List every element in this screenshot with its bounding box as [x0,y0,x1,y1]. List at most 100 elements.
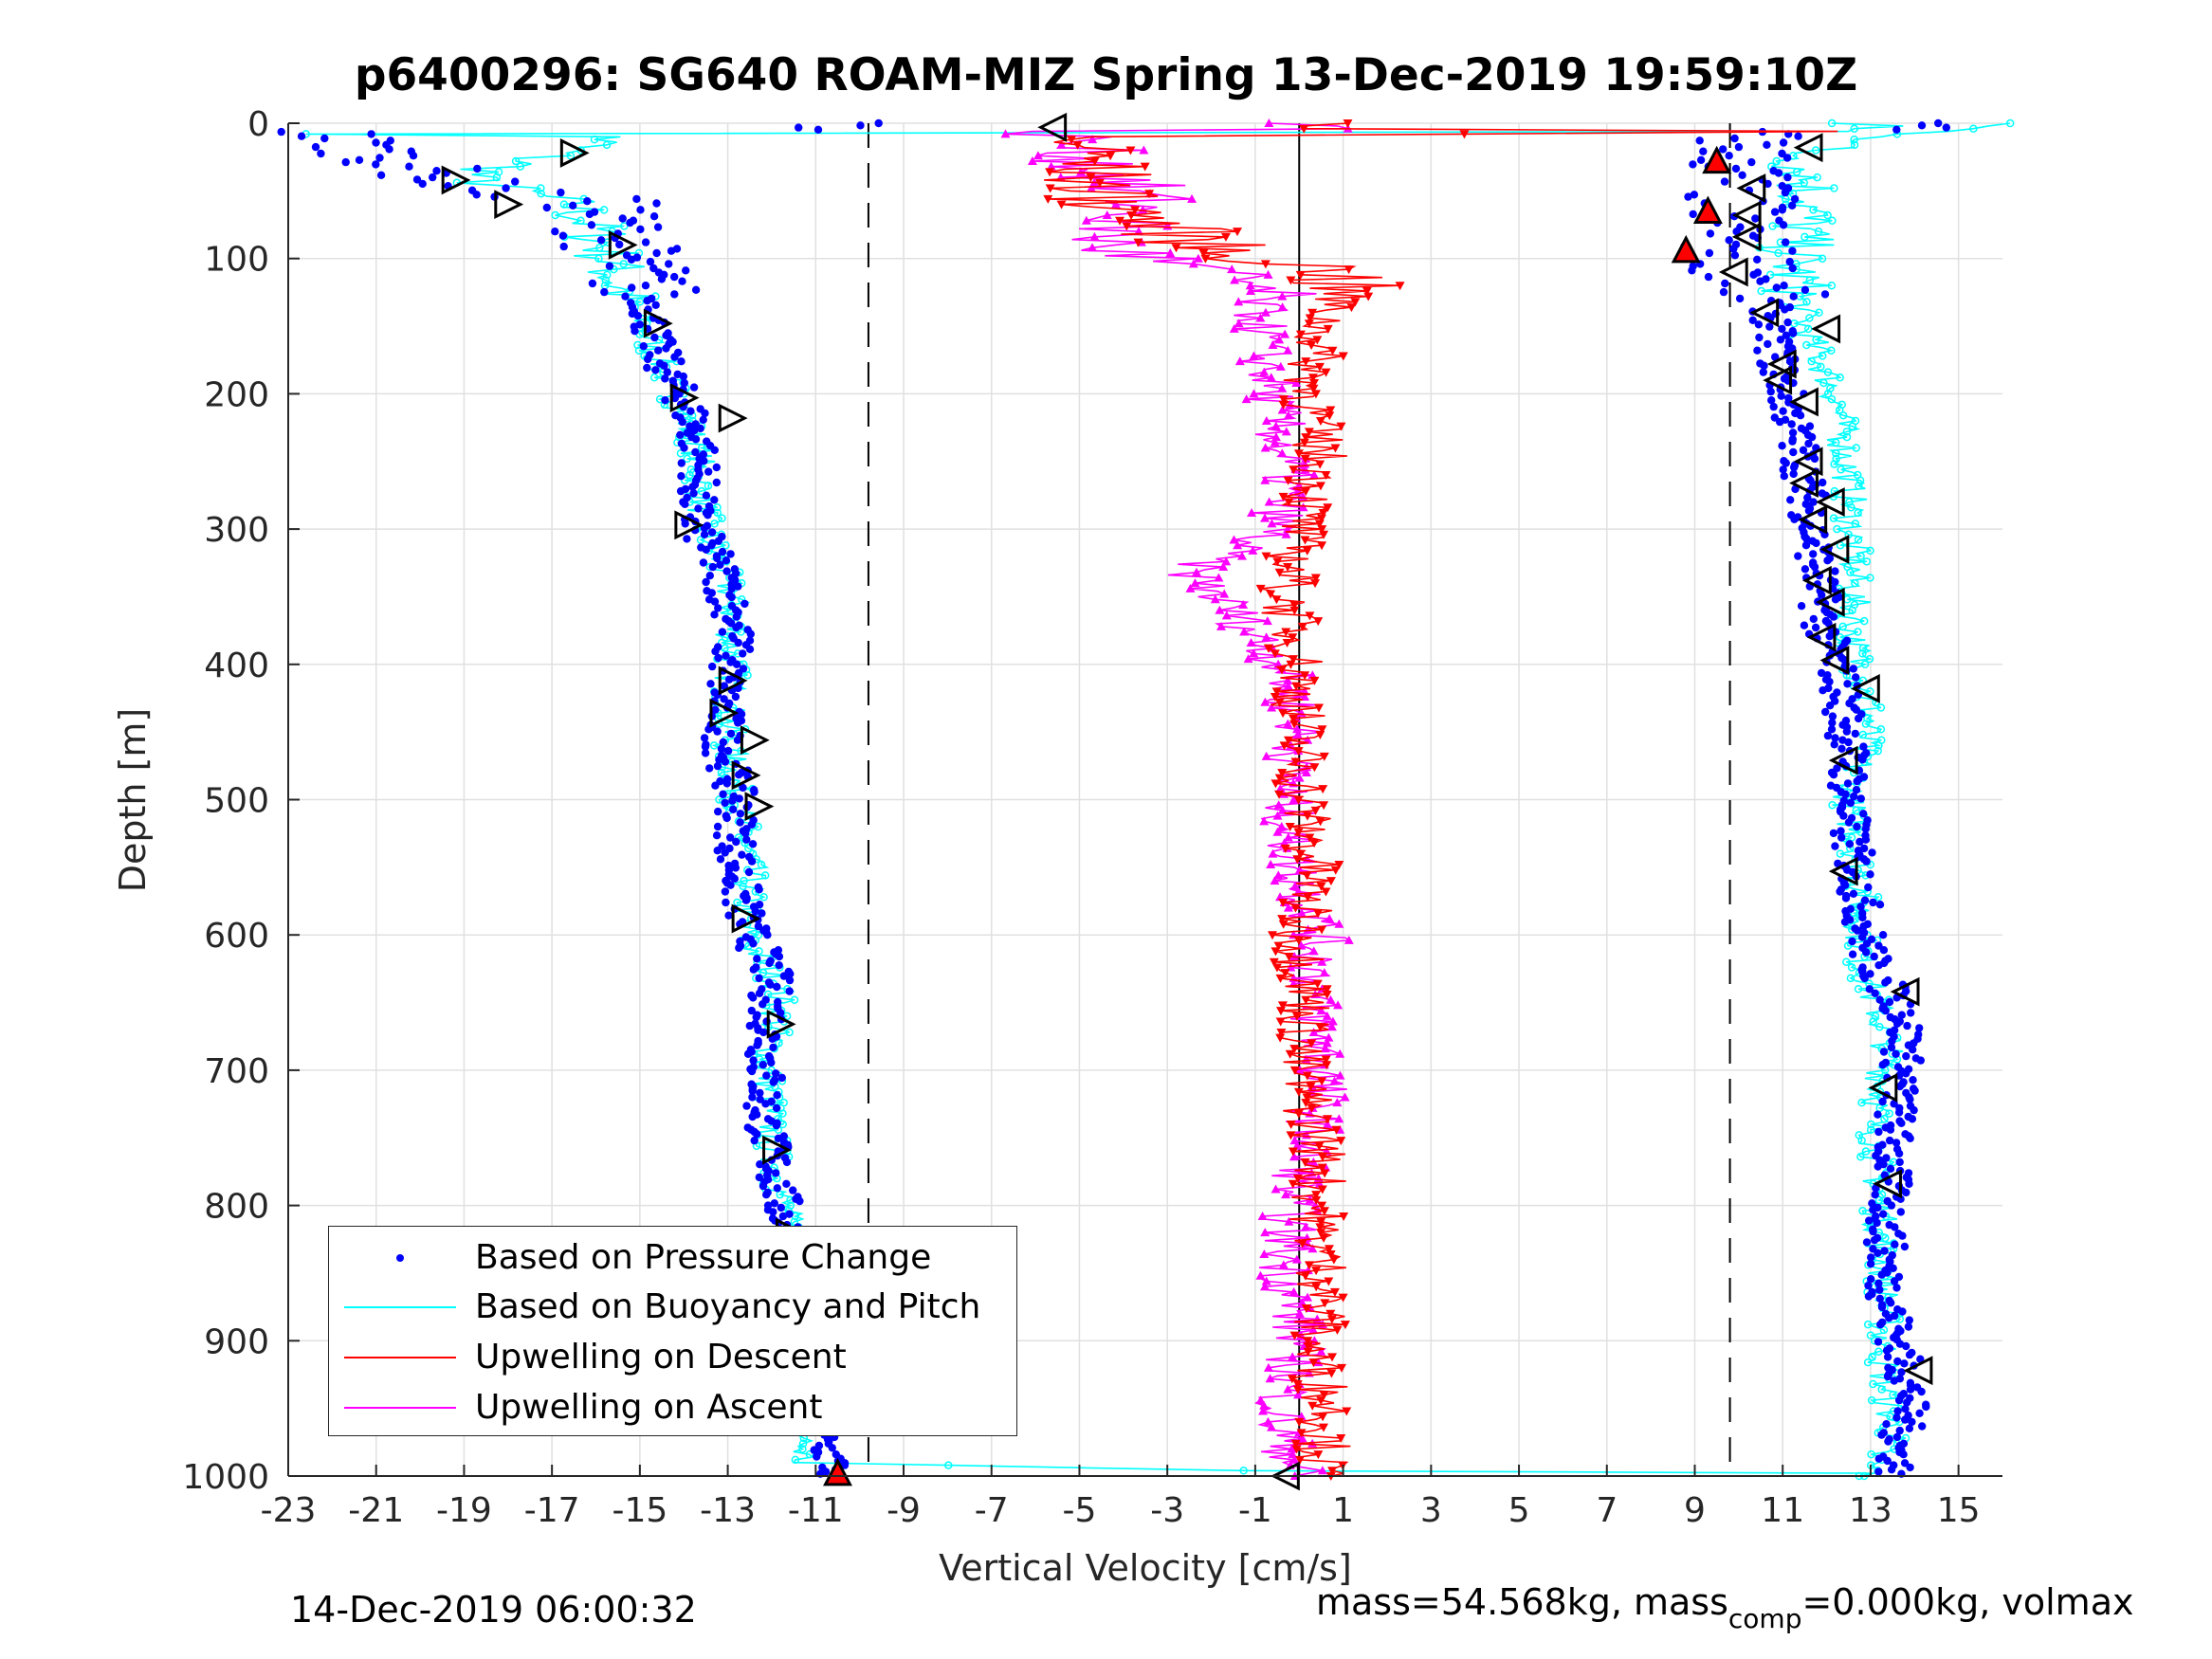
pressure-point [785,975,795,985]
pressure-point [1866,970,1874,978]
pressure-point [691,447,700,457]
upwelling-ascent-marker [1255,313,1266,322]
pressure-point [1759,368,1768,376]
buoyancy-marker [1823,368,1833,376]
pressure-point [1880,1247,1889,1255]
buoyancy-marker [1846,568,1855,577]
pressure-point [1785,357,1795,366]
footer-mass-tail: =0.000kg, volmax [1801,1581,2134,1623]
upwelling-ascent-marker [1326,1022,1337,1031]
upwelling-ascent-marker [1081,215,1091,225]
upwelling-ascent-marker [1245,285,1255,295]
pressure-point [1864,1281,1873,1290]
pressure-point [502,184,510,192]
upwelling-descent-marker [1300,536,1310,545]
pressure-point [707,528,717,537]
pressure-point [1856,837,1864,847]
buoyancy-marker [1863,714,1872,723]
pressure-point [711,705,720,714]
buoyancy-marker [798,1445,807,1453]
pressure-point [1894,1108,1904,1117]
pressure-point [1699,147,1708,155]
pressure-point [722,779,731,788]
upwelling-ascent-marker [1249,389,1259,398]
pressure-point [1843,779,1853,788]
pressure-point [1892,125,1901,134]
pressure-point [1859,810,1868,818]
buoyancy-marker [704,482,713,490]
upwelling-ascent-marker [1218,562,1229,572]
upwelling-descent-marker [1289,1066,1300,1075]
pressure-point [755,885,763,894]
red-triangle-marker [1702,145,1732,174]
upwelling-descent-marker [1350,298,1361,307]
pressure-point [1831,595,1840,604]
buoyancy-marker [1802,298,1811,306]
upwelling-ascent-marker [1319,968,1329,977]
upwelling-ascent-marker [1289,952,1300,961]
buoyancy-marker [1827,346,1836,355]
upwelling-descent-marker [1325,1309,1336,1319]
upwelling-ascent-marker [1219,589,1230,598]
pressure-point [786,970,795,978]
upwelling-ascent-marker [1283,719,1293,728]
pressure-point [1807,432,1817,442]
upwelling-descent-marker [1311,1267,1322,1276]
upwelling-ascent-marker [1277,805,1288,814]
pressure-point [1906,1463,1914,1472]
pressure-point [1917,121,1927,130]
pressure-point [782,1158,792,1167]
pressure-point [1917,1387,1926,1396]
pressure-point [1706,229,1715,238]
pressure-point [1905,1424,1914,1433]
pressure-point [762,1071,771,1080]
upwelling-descent-marker [1310,574,1321,583]
pressure-point [1810,454,1819,464]
pressure-point [1774,169,1783,177]
buoyancy-marker [1819,378,1828,388]
buoyancy-marker [1860,660,1870,669]
upwelling-ascent-marker [1243,654,1253,664]
pressure-point [1892,1432,1902,1442]
upwelling-descent-marker [1295,1455,1306,1465]
pressure-point [765,958,774,968]
pressure-point [355,155,364,164]
pressure-point [712,478,721,487]
upwelling-descent-marker [1317,925,1327,935]
pressure-point [1797,602,1806,611]
pressure-point [1828,712,1837,720]
pressure-point [412,175,422,184]
pressure-point [713,822,722,831]
upwelling-ascent-marker [1263,269,1273,279]
pressure-point [1834,859,1842,868]
upwelling-ascent-marker [1088,135,1098,144]
buoyancy-marker [551,210,559,220]
descent-triangle-marker [441,165,471,195]
pressure-point [418,179,427,189]
pressure-point [633,312,643,320]
buoyancy-marker [1765,270,1775,280]
buoyancy-marker [798,1439,808,1449]
upwelling-descent-marker [1106,152,1116,161]
pressure-point [1830,740,1838,749]
pressure-point [742,835,751,844]
upwelling-ascent-marker [1086,183,1096,192]
pressure-point [320,134,329,143]
buoyancy-marker [740,876,748,885]
upwelling-ascent-marker [1283,345,1293,355]
pressure-point [1725,236,1733,245]
pressure-point [748,840,758,848]
ascent-triangle-marker [1736,173,1766,203]
pressure-point [1767,396,1776,405]
buoyancy-marker [717,768,726,777]
upwelling-descent-marker [1295,849,1306,859]
pressure-point [1850,792,1858,801]
pressure-point [1885,1314,1893,1322]
upwelling-ascent-marker [1000,129,1011,138]
pressure-point [1790,194,1800,204]
buoyancy-marker [603,270,612,280]
pressure-point [737,710,746,719]
buoyancy-marker [1842,957,1851,966]
pressure-point [1856,794,1866,803]
buoyancy-marker [1809,206,1818,214]
